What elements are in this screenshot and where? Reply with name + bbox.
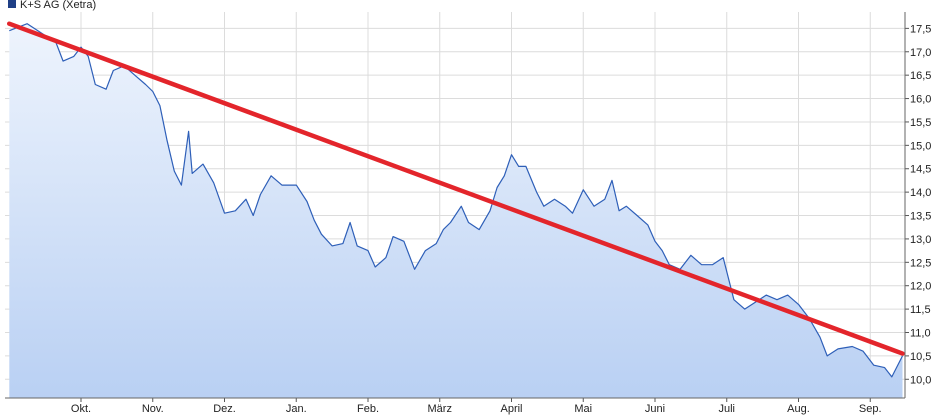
x-axis: Okt. Nov. Dez. Jan. Feb. März April Mai Juni Juli… [5,397,905,415]
x-tick-label: Juni [645,403,665,415]
y-tick-label: 11,5 [910,304,931,316]
y-tick-label: 15,5 [910,117,931,129]
y-tick-label: 14,0 [910,187,931,199]
x-tick-label: Mai [574,403,592,415]
y-tick-label: 12,5 [910,257,931,269]
x-tick-label: März [428,403,452,415]
x-tick-label: Okt. [71,403,91,415]
y-tick-label: 14,5 [910,164,931,176]
x-tick-label: Aug. [787,403,810,415]
price-area-fill [9,23,903,398]
price-area [9,23,904,398]
price-line [9,23,904,378]
trend-line-layer [7,21,905,356]
y-tick-label: 13,0 [910,234,931,246]
trend-line [7,21,905,356]
x-tick-label: Jan. [286,403,307,415]
x-tick-label: Nov. [142,403,164,415]
x-tick-label: Feb. [357,403,379,415]
x-tick-label: April [500,403,522,415]
y-tick-label: 17,0 [910,47,931,59]
y-axis: 17,5 17,0 16,5 16,0 15,5 15,0 14,5 14,0 13,5 13,0… [904,12,931,398]
legend-label: K+S AG (Xetra) [20,0,96,11]
y-tick-label: 15,0 [910,140,931,152]
y-tick-label: 11,0 [910,327,931,339]
y-tick-label: 12,0 [910,281,931,293]
y-tick-label: 16,0 [910,94,931,106]
x-tick-label: Dez. [213,403,236,415]
y-tick-label: 10,0 [910,374,931,386]
y-tick-label: 17,5 [910,23,931,35]
y-tick-label: 10,5 [910,351,931,363]
x-tick-label: Juli [718,403,735,415]
x-tick-label: Sep. [859,403,882,415]
y-tick-label: 16,5 [910,70,931,82]
legend-swatch [8,0,16,8]
y-tick-label: 13,5 [910,211,931,223]
